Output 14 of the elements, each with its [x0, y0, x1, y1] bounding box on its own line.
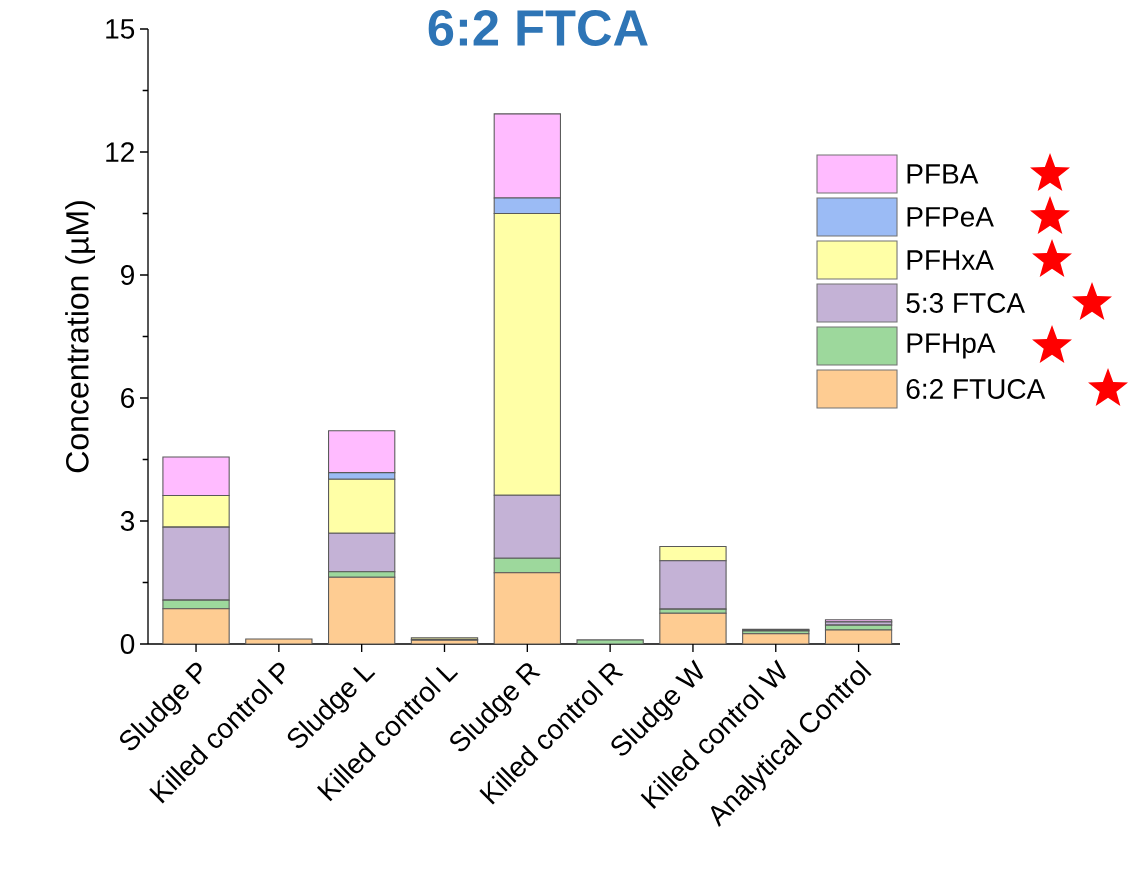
y-tick-label: 12: [106, 142, 134, 162]
legend-label: PFBA: [907, 164, 979, 184]
legend-label: 5:3 FTCA: [906, 293, 1025, 313]
chart-title: 6:2 FTCA: [428, 10, 648, 46]
y-tick-label: 9: [121, 265, 134, 285]
legend-label: 6:2 FTUCA: [906, 379, 1046, 399]
y-tick-label: 15: [106, 19, 135, 39]
legend-label: PFHxA: [907, 250, 994, 270]
legend-label: PFPeA: [907, 207, 994, 227]
y-axis-title: Concentration (µM): [65, 201, 95, 473]
y-tick-label: 0: [120, 634, 135, 654]
y-tick-label: 6: [121, 388, 135, 408]
legend-label: PFHpA: [907, 333, 996, 359]
y-tick-label: 3: [120, 511, 135, 531]
